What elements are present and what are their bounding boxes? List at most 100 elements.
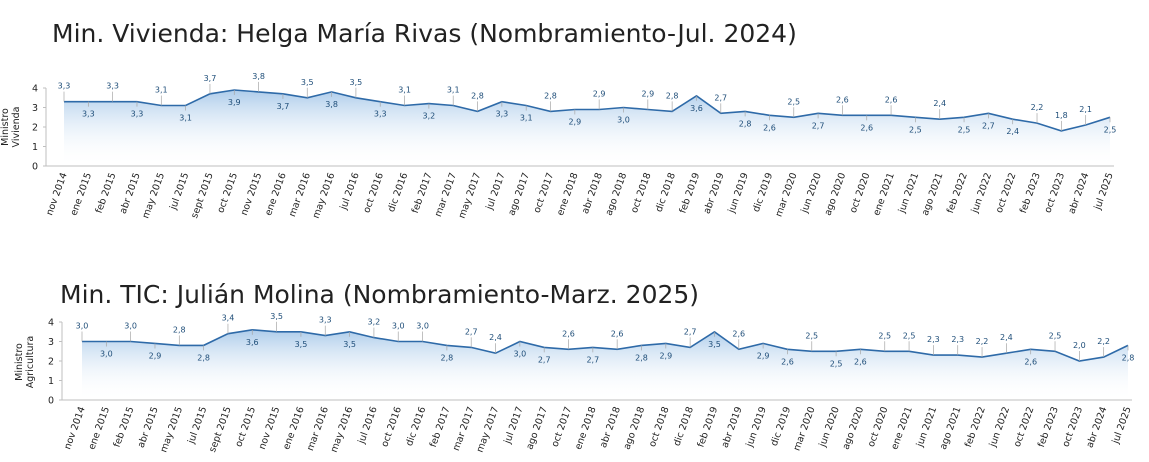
chart-vivienda-data-label: 2,4 (933, 99, 946, 108)
chart-vivienda-data-label: 2,8 (471, 91, 484, 100)
chart-tic-data-label: 2,7 (465, 327, 478, 336)
chart-tic-xtick-label: jul 2016 (356, 405, 380, 446)
chart-tic-data-label: 2,8 (173, 325, 186, 334)
chart-tic-xtick-label: feb 2015 (112, 405, 137, 449)
chart-tic-xtick-label: oct 2023 (1060, 405, 1085, 448)
chart-vivienda-data-label: 3,5 (350, 78, 363, 87)
chart-tic-data-label: 3,0 (100, 350, 113, 359)
chart-tic-ytick-label: 1 (48, 376, 54, 387)
chart-vivienda-xtick-label: feb 2023 (1018, 171, 1043, 215)
chart-vivienda-xtick-label: oct 2018 (629, 171, 654, 214)
chart-tic-xtick-label: jul 2025 (1110, 405, 1134, 446)
chart-tic-data-label: 2,5 (830, 359, 843, 368)
chart-vivienda-xtick-label: dic 2016 (386, 171, 410, 213)
chart-tic-xtick-label: jul 2015 (186, 405, 210, 446)
chart-vivienda-xtick-label: dic 2019 (751, 171, 775, 213)
chart-vivienda-xtick-label: feb 2017 (410, 171, 435, 215)
chart-vivienda-xtick-label: jul 2015 (168, 171, 192, 212)
chart-vivienda-xtick-label: feb 2019 (677, 171, 702, 215)
chart-tic-xtick-label: dic 2016 (404, 405, 428, 447)
chart-tic-xtick-label: nov 2014 (62, 405, 88, 451)
chart-tic-data-label: 2,6 (1024, 357, 1037, 366)
chart-vivienda: Min. Vivienda: Helga María Rivas (Nombra… (0, 19, 1116, 220)
chart-vivienda-xtick-label: oct 2022 (994, 171, 1019, 214)
chart-tic-xtick-label: ene 2021 (889, 405, 915, 451)
chart-vivienda-data-label: 3,0 (617, 116, 630, 125)
chart-vivienda-data-label: 2,5 (958, 125, 971, 134)
chart-vivienda-data-label: 2,9 (593, 89, 606, 98)
chart-tic-xtick-label: feb 2022 (963, 405, 988, 449)
chart-tic-xtick-label: jun 2021 (914, 405, 939, 449)
chart-vivienda-data-label: 3,3 (82, 110, 95, 119)
chart-tic-data-label: 3,0 (76, 322, 89, 331)
chart-tic-ytick-label: 0 (48, 396, 54, 407)
chart-tic-data-label: 2,3 (927, 335, 940, 344)
chart-tic-xtick-label: oct 2015 (233, 405, 258, 448)
chart-tic-data-label: 2,3 (951, 335, 964, 344)
chart-vivienda-data-label: 3,1 (398, 86, 411, 95)
chart-tic-data-label: 2,8 (197, 353, 210, 362)
chart-vivienda-xtick-label: abr 2015 (118, 171, 143, 215)
chart-vivienda-data-label: 2,6 (836, 95, 849, 104)
chart-tic-xtick-label: feb 2019 (695, 405, 720, 449)
chart-tic-xtick-label: may 2015 (158, 405, 185, 454)
chart-tic-data-label: 2,9 (757, 351, 770, 360)
chart-vivienda-data-label: 2,7 (812, 121, 825, 130)
chart-tic-xtick-label: oct 2018 (647, 405, 672, 448)
chart-vivienda-title: Min. Vivienda: Helga María Rivas (Nombra… (52, 19, 797, 48)
chart-tic-data-label: 2,7 (586, 355, 599, 364)
chart-tic-xtick-label: ago 2017 (524, 405, 550, 451)
chart-vivienda-data-label: 3,3 (131, 110, 144, 119)
chart-tic-data-label: 2,6 (611, 329, 624, 338)
chart-vivienda-data-label: 2,7 (714, 93, 727, 102)
chart-tic-xtick-label: sept 2015 (207, 405, 234, 454)
chart-tic-title: Min. TIC: Julián Molina (Nombramiento-Ma… (60, 280, 699, 309)
chart-vivienda-xtick-label: dic 2018 (654, 171, 678, 213)
chart-vivienda-data-label: 2,4 (1006, 127, 1019, 136)
chart-vivienda-ytick-label: 3 (32, 103, 38, 114)
chart-vivienda-data-label: 3,1 (155, 86, 168, 95)
chart-tic-ytick-label: 3 (48, 337, 54, 348)
chart-tic-data-label: 3,4 (222, 314, 235, 323)
chart-vivienda-data-label: 3,5 (301, 78, 314, 87)
chart-vivienda-xtick-label: ago 2021 (920, 171, 946, 217)
chart-tic-data-label: 3,0 (513, 350, 526, 359)
chart-tic-ylabel-line2: Agricultura (25, 336, 36, 388)
chart-vivienda-xtick-label: jul 2016 (338, 171, 362, 212)
chart-tic-line (82, 328, 1129, 362)
chart-vivienda-xtick-label: nov 2014 (44, 171, 70, 217)
chart-tic-xtick-label: ene 2015 (86, 405, 112, 451)
chart-tic-ytick-label: 2 (48, 357, 54, 368)
chart-tic-ylabel-line1: Ministro (14, 343, 25, 381)
chart-tic-xtick-label: abr 2018 (598, 405, 623, 449)
chart-vivienda-data-label: 3,7 (204, 74, 217, 83)
chart-vivienda-xtick-label: feb 2022 (945, 171, 970, 215)
chart-tic-data-label: 2,4 (489, 333, 502, 342)
chart-tic-xtick-label: nov 2015 (257, 405, 283, 451)
chart-vivienda-xtick-label: oct 2023 (1042, 171, 1067, 214)
chart-tic-xtick-label: may 2017 (475, 405, 502, 454)
chart-vivienda-xtick-label: oct 2017 (532, 171, 557, 214)
chart-tic-xtick-label: feb 2017 (428, 405, 453, 449)
chart-vivienda-data-label: 3,8 (325, 100, 338, 109)
chart-tic-data-label: 2,5 (805, 331, 818, 340)
chart-vivienda-data-label: 2,2 (1031, 103, 1044, 112)
chart-tic-data-label: 2,7 (684, 327, 697, 336)
chart-tic-area (82, 329, 1128, 400)
chart-tic-xtick-label: jun 2019 (744, 405, 769, 449)
chart-vivienda-xtick-label: oct 2016 (361, 171, 386, 214)
chart-tic-xtick-label: jul 2017 (502, 405, 526, 446)
chart-tic-data-label: 2,4 (1000, 333, 1013, 342)
chart-tic-xtick-label: ene 2018 (573, 405, 599, 451)
chart-vivienda-data-label: 2,5 (1104, 125, 1117, 134)
chart-vivienda-data-label: 3,3 (495, 110, 508, 119)
chart-tic-xtick-label: feb 2023 (1036, 405, 1061, 449)
chart-vivienda-plot: 0 1 2 3 4 3,3 3,3 3,3 3,3 3,1 3,1 3,7 3,9 3,8 3,7 3,5 3,… (32, 72, 1116, 220)
chart-vivienda-xtick-label: jun 2020 (799, 171, 824, 215)
chart-vivienda-data-label: 2,5 (787, 97, 800, 106)
chart-vivienda-xtick-label: jul 2017 (484, 171, 508, 212)
chart-vivienda-xtick-label: mar 2020 (773, 171, 799, 218)
chart-tic-xtick-label: mar 2017 (451, 405, 477, 452)
chart-tic-data-label: 3,0 (416, 322, 429, 331)
chart-tic-data-label: 2,9 (659, 351, 672, 360)
